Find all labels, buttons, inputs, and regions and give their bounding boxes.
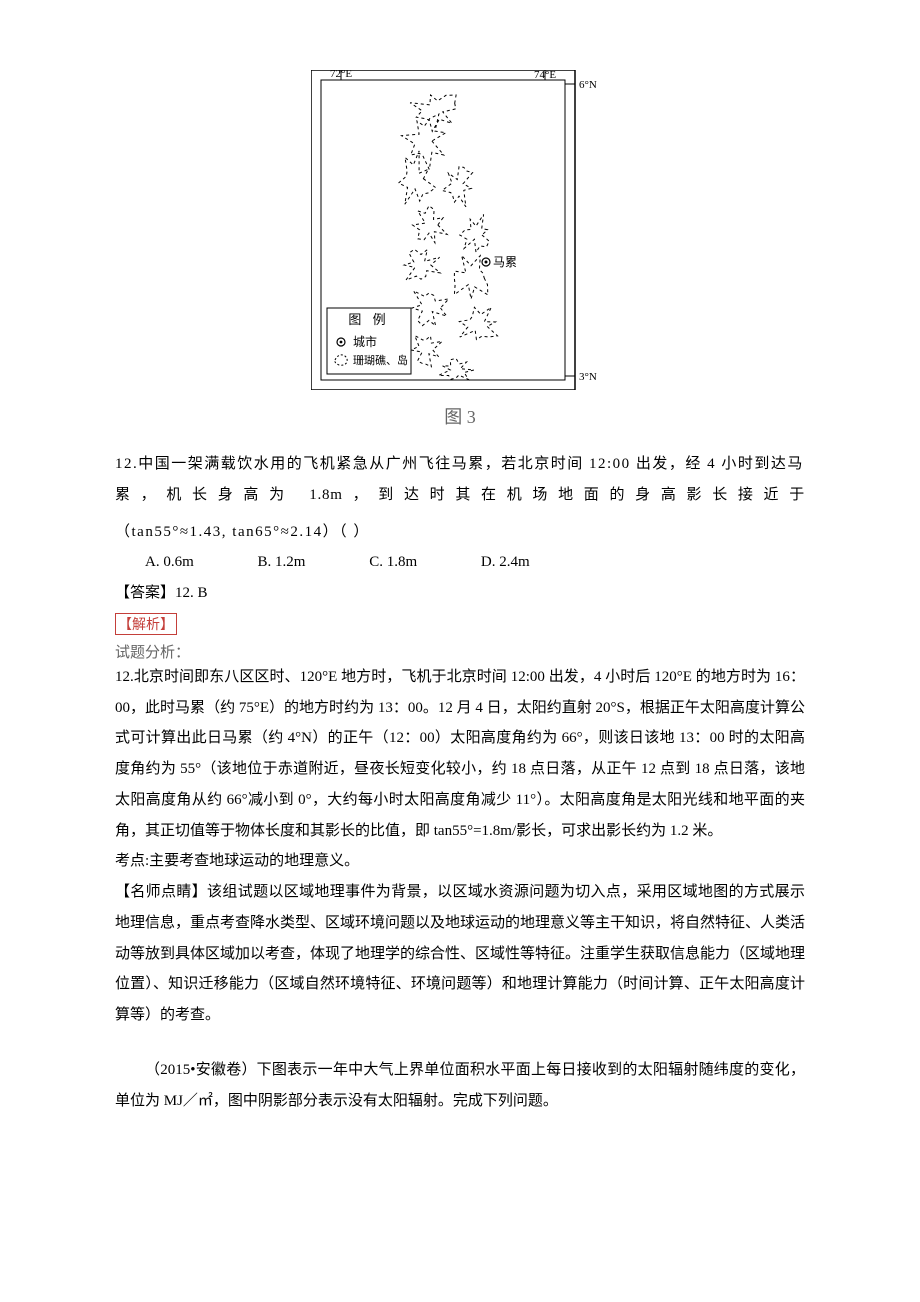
q12-line1: 12.中国一架满载饮水用的飞机紧急从广州飞往马累，若北京时间 12:00 出发，…	[115, 449, 805, 480]
svg-text:6°N: 6°N	[579, 79, 597, 91]
svg-text:74°E: 74°E	[534, 70, 556, 81]
map-figure: 72°E 74°E 6°N 3°N 马累图 例城市珊瑚礁、岛 图 3	[115, 70, 805, 429]
svg-text:72°E: 72°E	[330, 70, 352, 80]
q12-line3: （tan55°≈1.43, tan65°≈2.14）（ ）	[115, 517, 805, 548]
svg-text:珊瑚礁、岛: 珊瑚礁、岛	[353, 353, 408, 367]
q12-opt-b: B. 1.2m	[258, 547, 306, 578]
q12-line2: 累，机长身高为 1.8m，到达时其在机场地面的身高影长接近于	[115, 480, 805, 511]
next-question: （2015•安徽卷）下图表示一年中大气上界单位面积水平面上每日接收到的太阳辐射随…	[115, 1055, 805, 1117]
svg-text:图 例: 图 例	[348, 312, 389, 327]
svg-text:城市: 城市	[353, 334, 377, 349]
q12-opt-c: C. 1.8m	[369, 547, 417, 578]
analysis-sub: 试题分析：	[115, 641, 805, 662]
analysis-label: 【解析】	[115, 613, 177, 635]
q12-options: A. 0.6m B. 1.2m C. 1.8m D. 2.4m	[145, 547, 805, 578]
kaodian-line: 考点:主要考查地球运动的地理意义。	[115, 846, 805, 877]
q12-opt-a: A. 0.6m	[145, 547, 194, 578]
mingshi-label: 【名师点睛】	[115, 884, 207, 900]
analysis-body: 12.北京时间即东八区区时、120°E 地方时，飞机于北京时间 12:00 出发…	[115, 662, 805, 847]
maldives-map-svg: 72°E 74°E 6°N 3°N 马累图 例城市珊瑚礁、岛	[311, 70, 609, 390]
answer-line: 【答案】12. B	[115, 578, 805, 609]
q12-opt-d: D. 2.4m	[481, 547, 530, 578]
map-caption: 图 3	[115, 403, 805, 429]
svg-text:3°N: 3°N	[579, 371, 597, 383]
mingshi-body: 该组试题以区域地理事件为背景，以区域水资源问题为切入点，采用区域地图的方式展示地…	[115, 884, 805, 1023]
svg-text:马累: 马累	[493, 255, 517, 269]
mingshi-block: 【名师点睛】该组试题以区域地理事件为背景，以区域水资源问题为切入点，采用区域地图…	[115, 877, 805, 1031]
